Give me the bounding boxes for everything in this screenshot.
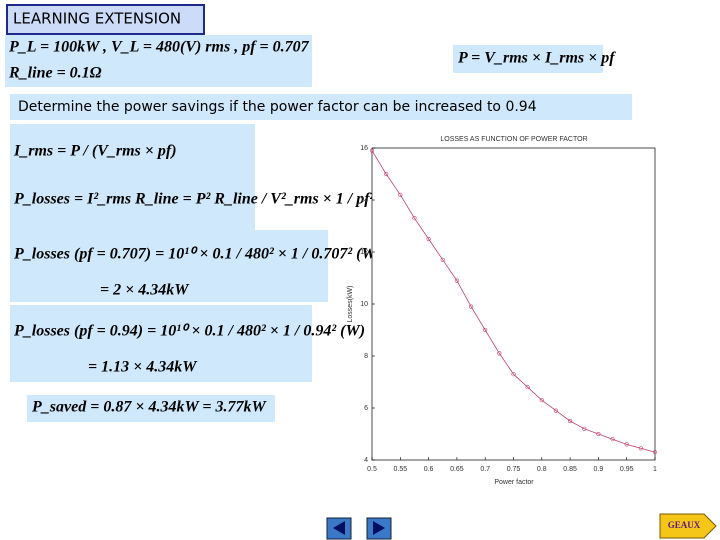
x-axis-label: Power factor bbox=[494, 479, 534, 486]
point bbox=[384, 171, 389, 177]
x-tick-label: 1 bbox=[653, 466, 657, 473]
point bbox=[539, 398, 544, 403]
y-tick-label: 14 bbox=[360, 197, 368, 204]
given-box bbox=[5, 35, 312, 87]
x-tick-label: 0.5 bbox=[367, 466, 377, 473]
x-tick-label: 0.6 bbox=[424, 466, 434, 473]
point bbox=[511, 372, 516, 377]
point bbox=[525, 385, 530, 390]
point bbox=[582, 426, 587, 431]
y-tick-label: 16 bbox=[360, 145, 368, 152]
given-line: P_L = 100kW , V_L = 480(V) rms , pf = 0.… bbox=[8, 39, 310, 56]
equation: = 1.13 × 4.34kW bbox=[88, 359, 198, 376]
x-tick-label: 0.55 bbox=[393, 466, 407, 473]
forward-arrow bbox=[373, 521, 385, 535]
x-tick-label: 0.85 bbox=[563, 466, 577, 473]
equation: P_losses = I²_rms R_line = P² R_line / V… bbox=[13, 191, 376, 208]
slide-title: LEARNING EXTENSION bbox=[13, 10, 181, 28]
x-tick-label: 0.75 bbox=[507, 466, 521, 473]
x-tick-label: 0.9 bbox=[594, 466, 604, 473]
formula-box bbox=[453, 45, 603, 73]
point bbox=[497, 351, 502, 356]
question-box bbox=[10, 94, 632, 120]
y-tick-label: 6 bbox=[364, 405, 368, 412]
geaux-button[interactable] bbox=[659, 513, 717, 539]
point bbox=[483, 327, 488, 333]
formula: P = V_rms × I_rms × pf bbox=[457, 50, 616, 67]
question: Determine the power savings if the power… bbox=[18, 99, 537, 115]
point bbox=[624, 442, 629, 447]
equation: = 2 × 4.34kW bbox=[100, 282, 190, 299]
chart: LOSSES AS FUNCTION OF POWER FACTOR Power… bbox=[347, 136, 658, 486]
point bbox=[553, 408, 559, 413]
equation: I_rms = P / (V_rms × pf) bbox=[13, 143, 177, 160]
equation: P_losses (pf = 0.94) = 10¹⁰ × 0.1 / 480²… bbox=[13, 323, 365, 340]
given-line: R_line = 0.1Ω bbox=[8, 65, 102, 82]
x-tick-label: 0.65 bbox=[450, 466, 464, 473]
step-box bbox=[27, 395, 275, 422]
point bbox=[440, 257, 445, 262]
plot-frame bbox=[371, 147, 656, 461]
equation: P_saved = 0.87 × 4.34kW = 3.77kW bbox=[31, 399, 267, 416]
point bbox=[596, 431, 601, 437]
series-line bbox=[371, 150, 656, 453]
y-tick-label: 10 bbox=[360, 301, 368, 308]
y-tick-label: 8 bbox=[364, 353, 368, 360]
point bbox=[369, 148, 375, 153]
point bbox=[567, 418, 573, 424]
point bbox=[412, 216, 417, 221]
back-arrow bbox=[333, 521, 345, 535]
equation: P_losses (pf = 0.707) = 10¹⁰ × 0.1 / 480… bbox=[13, 246, 381, 263]
x-tick-label: 0.95 bbox=[620, 466, 634, 473]
step-box bbox=[10, 230, 328, 302]
point bbox=[454, 278, 460, 283]
y-tick-label: 12 bbox=[360, 249, 368, 256]
geaux-label: GEAUX bbox=[668, 520, 701, 530]
y-axis-label: Losses(kW) bbox=[347, 286, 354, 323]
x-tick-label: 0.8 bbox=[537, 466, 547, 473]
title-box bbox=[6, 4, 205, 35]
point bbox=[610, 437, 615, 442]
y-tick-label: 4 bbox=[364, 457, 368, 464]
point bbox=[638, 446, 643, 451]
step-box bbox=[10, 305, 312, 382]
point bbox=[398, 192, 403, 197]
x-tick-label: 0.7 bbox=[480, 466, 490, 473]
step-box bbox=[10, 124, 255, 230]
point bbox=[468, 304, 474, 309]
point bbox=[652, 450, 658, 455]
point bbox=[426, 236, 431, 242]
chart-title: LOSSES AS FUNCTION OF POWER FACTOR bbox=[440, 136, 587, 143]
